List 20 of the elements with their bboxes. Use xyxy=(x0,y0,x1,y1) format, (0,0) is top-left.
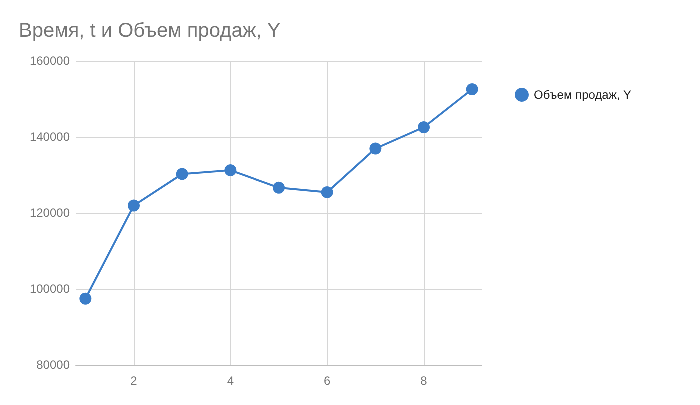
point xyxy=(80,292,92,305)
y-tick-label: 100000 xyxy=(30,282,70,296)
chart-title: Время, t и Объем продаж, Y xyxy=(19,20,281,42)
x-tick-label: 4 xyxy=(227,374,234,388)
legend-label: Объем продаж, Y xyxy=(534,88,632,102)
point xyxy=(418,122,430,134)
y-tick-label: 80000 xyxy=(36,358,70,372)
y-tick-label: 160000 xyxy=(30,54,70,68)
point xyxy=(370,142,382,155)
x-tick-label: 8 xyxy=(420,374,428,388)
y-tick-label: 140000 xyxy=(30,130,70,144)
point xyxy=(224,164,237,176)
point xyxy=(176,168,188,180)
point xyxy=(128,200,140,212)
x-tick-label: 6 xyxy=(324,374,331,388)
point xyxy=(321,186,334,198)
x-tick-label: 2 xyxy=(130,374,138,388)
point xyxy=(273,182,285,194)
y-tick-label: 120000 xyxy=(30,206,70,220)
point xyxy=(466,84,478,96)
